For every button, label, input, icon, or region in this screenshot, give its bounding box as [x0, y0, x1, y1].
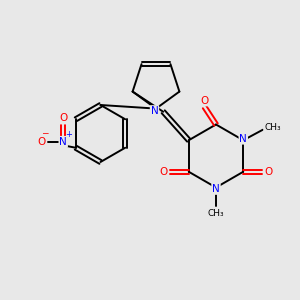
Text: N: N — [59, 137, 67, 147]
Text: CH₃: CH₃ — [264, 123, 281, 132]
Text: CH₃: CH₃ — [208, 209, 224, 218]
Text: O: O — [264, 167, 273, 177]
Text: N: N — [151, 106, 158, 116]
Text: O: O — [59, 113, 67, 123]
Text: +: + — [65, 130, 72, 139]
Text: −: − — [41, 128, 49, 137]
Text: O: O — [159, 167, 168, 177]
Text: O: O — [37, 137, 45, 147]
Text: N: N — [239, 134, 247, 144]
Text: N: N — [212, 184, 220, 194]
Text: O: O — [200, 95, 208, 106]
